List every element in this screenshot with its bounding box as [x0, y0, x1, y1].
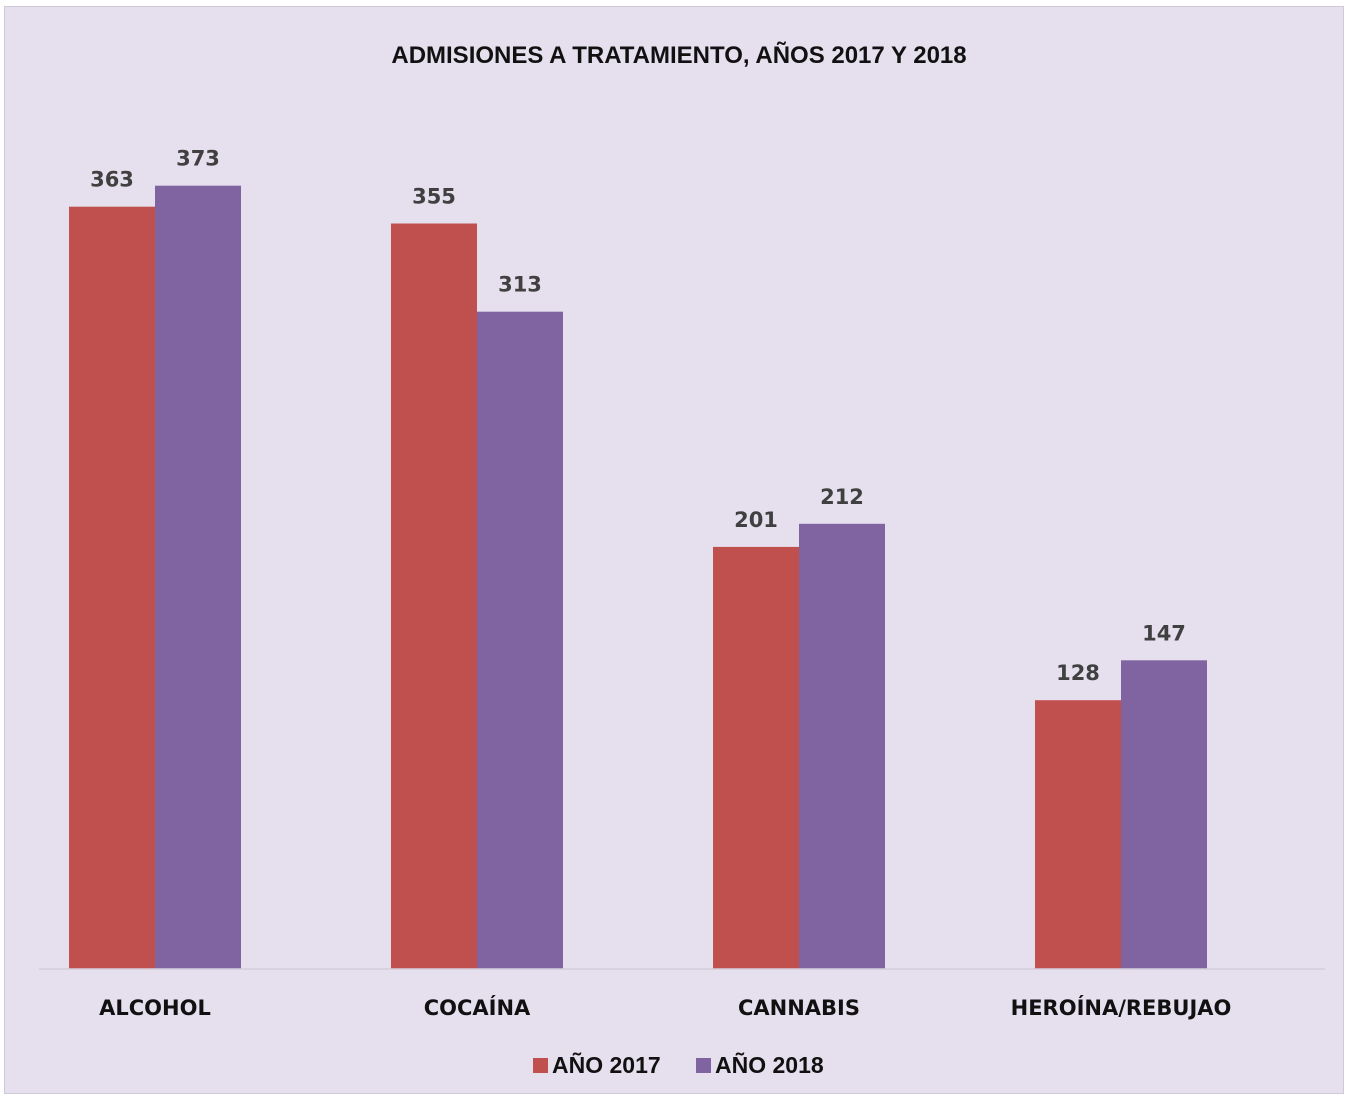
data-label-cannabis-ano-2018: 212 [820, 485, 864, 509]
bars-layer [69, 185, 1207, 969]
legend-swatch-ano-2018 [696, 1058, 711, 1073]
legend-label-ano-2018: AÑO 2018 [715, 1051, 824, 1078]
chart-area: ADMISIONES A TRATAMIENTO, AÑOS 2017 Y 20… [4, 6, 1344, 1094]
chart-title: ADMISIONES A TRATAMIENTO, AÑOS 2017 Y 20… [391, 41, 966, 69]
category-label-cannabis: CANNABIS [738, 996, 860, 1020]
bar-chart: ADMISIONES A TRATAMIENTO, AÑOS 2017 Y 20… [39, 41, 1325, 1078]
legend: AÑO 2017 AÑO 2018 [533, 1051, 824, 1078]
data-label-alcohol-ano-2017: 363 [90, 168, 134, 192]
bar-cocaina-ano-2017 [391, 223, 477, 969]
bar-alcohol-ano-2018 [155, 185, 241, 969]
bar-cocaina-ano-2018 [477, 311, 563, 969]
data-label-cocaina-ano-2017: 355 [412, 185, 456, 209]
category-label-alcohol: ALCOHOL [99, 996, 211, 1020]
data-label-heroina-rebujao-ano-2018: 147 [1142, 621, 1186, 645]
data-label-alcohol-ano-2018: 373 [176, 147, 220, 171]
bar-cannabis-ano-2017 [713, 546, 799, 969]
bar-heroina-rebujao-ano-2018 [1121, 660, 1207, 969]
legend-swatch-ano-2017 [533, 1058, 548, 1073]
bar-cannabis-ano-2018 [799, 523, 885, 969]
bar-alcohol-ano-2017 [69, 206, 155, 969]
legend-label-ano-2017: AÑO 2017 [552, 1051, 661, 1078]
data-label-cocaina-ano-2018: 313 [498, 273, 542, 297]
category-labels-layer: ALCOHOL COCAÍNA CANNABIS HEROÍNA/REBUJAO [99, 995, 1231, 1020]
category-label-cocaina: COCAÍNA [424, 995, 531, 1020]
data-label-cannabis-ano-2017: 201 [734, 508, 778, 532]
bar-heroina-rebujao-ano-2017 [1035, 700, 1121, 969]
category-label-heroina-rebujao: HEROÍNA/REBUJAO [1011, 995, 1232, 1020]
data-label-heroina-rebujao-ano-2017: 128 [1056, 661, 1100, 685]
data-labels-layer: 363 373 355 313 201 212 128 147 [90, 147, 1186, 686]
